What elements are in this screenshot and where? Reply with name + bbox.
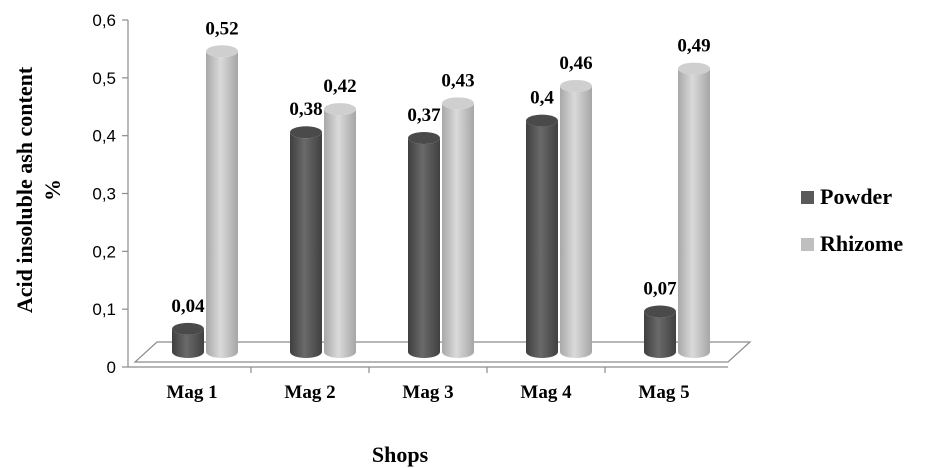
bar-rhizome-body: [678, 68, 710, 358]
data-label: 0,38: [289, 99, 322, 120]
bar-rhizome: [560, 79, 592, 358]
bar-rhizome-top: [678, 62, 710, 75]
bar-powder-top: [290, 126, 322, 139]
y-tick-label: 0,6: [92, 11, 116, 30]
bar-powder-top: [172, 322, 204, 335]
legend-label-powder: Powder: [820, 184, 892, 209]
bar-rhizome-top: [206, 45, 238, 58]
data-label: 0,37: [407, 105, 441, 126]
bar-powder-body: [408, 138, 440, 358]
bar-powder: [172, 322, 204, 358]
y-tick-label: 0: [107, 358, 116, 377]
bar-powder-body: [172, 328, 204, 358]
y-axis-ticks: 0 0,1 0,2 0,3 0,4 0,5 0,6: [92, 11, 128, 377]
y-tick-label: 0,3: [92, 185, 116, 204]
y-axis-title-unit: %: [40, 179, 65, 201]
data-label: 0,49: [677, 36, 710, 57]
bar-rhizome: [206, 45, 238, 359]
bar-rhizome-body: [324, 109, 356, 358]
bar-powder: [290, 126, 322, 358]
x-tick-label: Mag 2: [284, 382, 335, 403]
bar-powder-body: [526, 120, 558, 359]
x-tick-label: Mag 3: [402, 382, 453, 403]
legend: Powder Rhizome: [801, 184, 903, 256]
data-label: 0,42: [323, 76, 356, 97]
bar-powder-top: [526, 114, 558, 127]
bar-powder: [644, 305, 676, 358]
y-tick-label: 0,4: [92, 127, 116, 146]
y-axis-title: Acid insoluble ash content: [12, 66, 37, 313]
data-label: 0,4: [530, 88, 554, 109]
bar-rhizome-body: [560, 85, 592, 358]
x-tick-label: Mag 5: [638, 382, 689, 403]
x-axis-title: Shops: [372, 442, 429, 467]
y-tick-label: 0,2: [92, 242, 116, 261]
bar-rhizome-top: [442, 97, 474, 110]
legend-swatch-rhizome: [801, 238, 814, 251]
legend-label-rhizome: Rhizome: [820, 231, 903, 256]
data-label: 0,52: [205, 18, 238, 39]
bar-rhizome-top: [324, 103, 356, 116]
bar-powder-body: [644, 311, 676, 358]
bar-rhizome: [442, 97, 474, 358]
legend-swatch-powder: [801, 191, 814, 204]
x-tick-label: Mag 1: [166, 382, 217, 403]
bar-powder-body: [290, 132, 322, 358]
x-axis-categories: Mag 1 Mag 2 Mag 3 Mag 4 Mag 5: [166, 367, 690, 403]
bar-rhizome: [324, 103, 356, 358]
bars: [172, 45, 710, 359]
y-tick-label: 0,1: [92, 300, 116, 319]
bar-rhizome-body: [206, 51, 238, 359]
data-label: 0,43: [441, 70, 474, 91]
bar-powder-top: [408, 132, 440, 145]
bar-powder: [526, 114, 558, 359]
bar-powder-top: [644, 305, 676, 318]
bar-rhizome: [678, 62, 710, 358]
data-labels: 0,04 0,52 0,380,42 0,370,43 0,40,46 0,07 0,49: [171, 18, 710, 317]
data-label: 0,07: [643, 279, 677, 300]
bar-rhizome-top: [560, 79, 592, 92]
data-label: 0,04: [171, 296, 205, 317]
x-tick-label: Mag 4: [520, 382, 572, 403]
bar-rhizome-body: [442, 103, 474, 358]
y-tick-label: 0,5: [92, 69, 116, 88]
data-label: 0,46: [559, 53, 592, 74]
bar-powder: [408, 132, 440, 358]
